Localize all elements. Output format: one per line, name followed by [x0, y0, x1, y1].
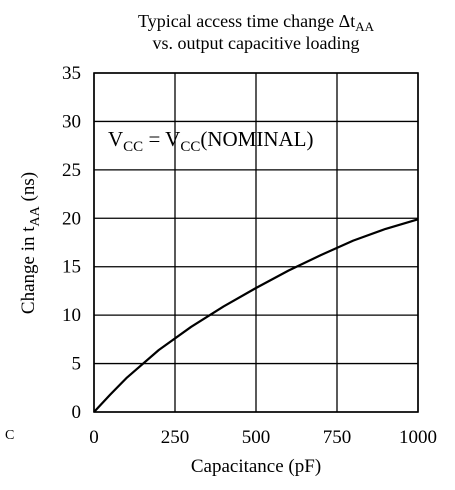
x-tick-label: 0 [89, 427, 99, 448]
title-main-text: Typical access time change Δt [138, 11, 355, 31]
y-tick-label: 25 [62, 160, 81, 181]
y-tick-label: 5 [72, 354, 82, 375]
y-axis-label: Change in tAA (ns) [18, 172, 43, 314]
annotation-v1: V [108, 127, 123, 151]
y-label-main: Change in t [18, 226, 39, 314]
plot-frame [93, 72, 419, 413]
stray-mark: C [5, 428, 14, 443]
x-axis-label: Capacitance (pF) [191, 456, 321, 477]
y-tick-label: 10 [62, 305, 81, 326]
series-line [93, 218, 419, 413]
y-tick-label: 30 [62, 111, 81, 132]
x-tick-label: 250 [161, 427, 190, 448]
annotation-v2: V [165, 127, 180, 151]
y-tick-label: 15 [62, 257, 81, 278]
grid [93, 72, 419, 413]
title-subscript: AA [355, 19, 374, 34]
plot-border [93, 72, 419, 413]
y-label-suffix: (ns) [18, 172, 39, 206]
annotation-equals: = [143, 127, 165, 151]
y-tick-label: 35 [62, 63, 81, 84]
series-line-group [93, 218, 419, 413]
y-tick-label: 0 [72, 402, 82, 423]
x-tick-label: 750 [323, 427, 352, 448]
annotation-v1-subscript: CC [123, 139, 143, 155]
x-tick-label: 1000 [399, 427, 437, 448]
vcc-annotation: VCC = VCC(NOMINAL) [108, 127, 314, 155]
x-tick-label: 500 [242, 427, 271, 448]
chart-title-line2: vs. output capacitive loading [153, 33, 360, 53]
annotation-v2-subscript: CC [180, 139, 200, 155]
annotation-suffix: (NOMINAL) [200, 127, 313, 151]
y-label-subscript: AA [28, 205, 43, 226]
tick-labels: 0 5 10 15 20 25 30 35 0 250 500 750 1000 [62, 63, 437, 448]
chart-title-line1: Typical access time change ΔtAA [138, 11, 375, 34]
y-tick-label: 20 [62, 208, 81, 229]
